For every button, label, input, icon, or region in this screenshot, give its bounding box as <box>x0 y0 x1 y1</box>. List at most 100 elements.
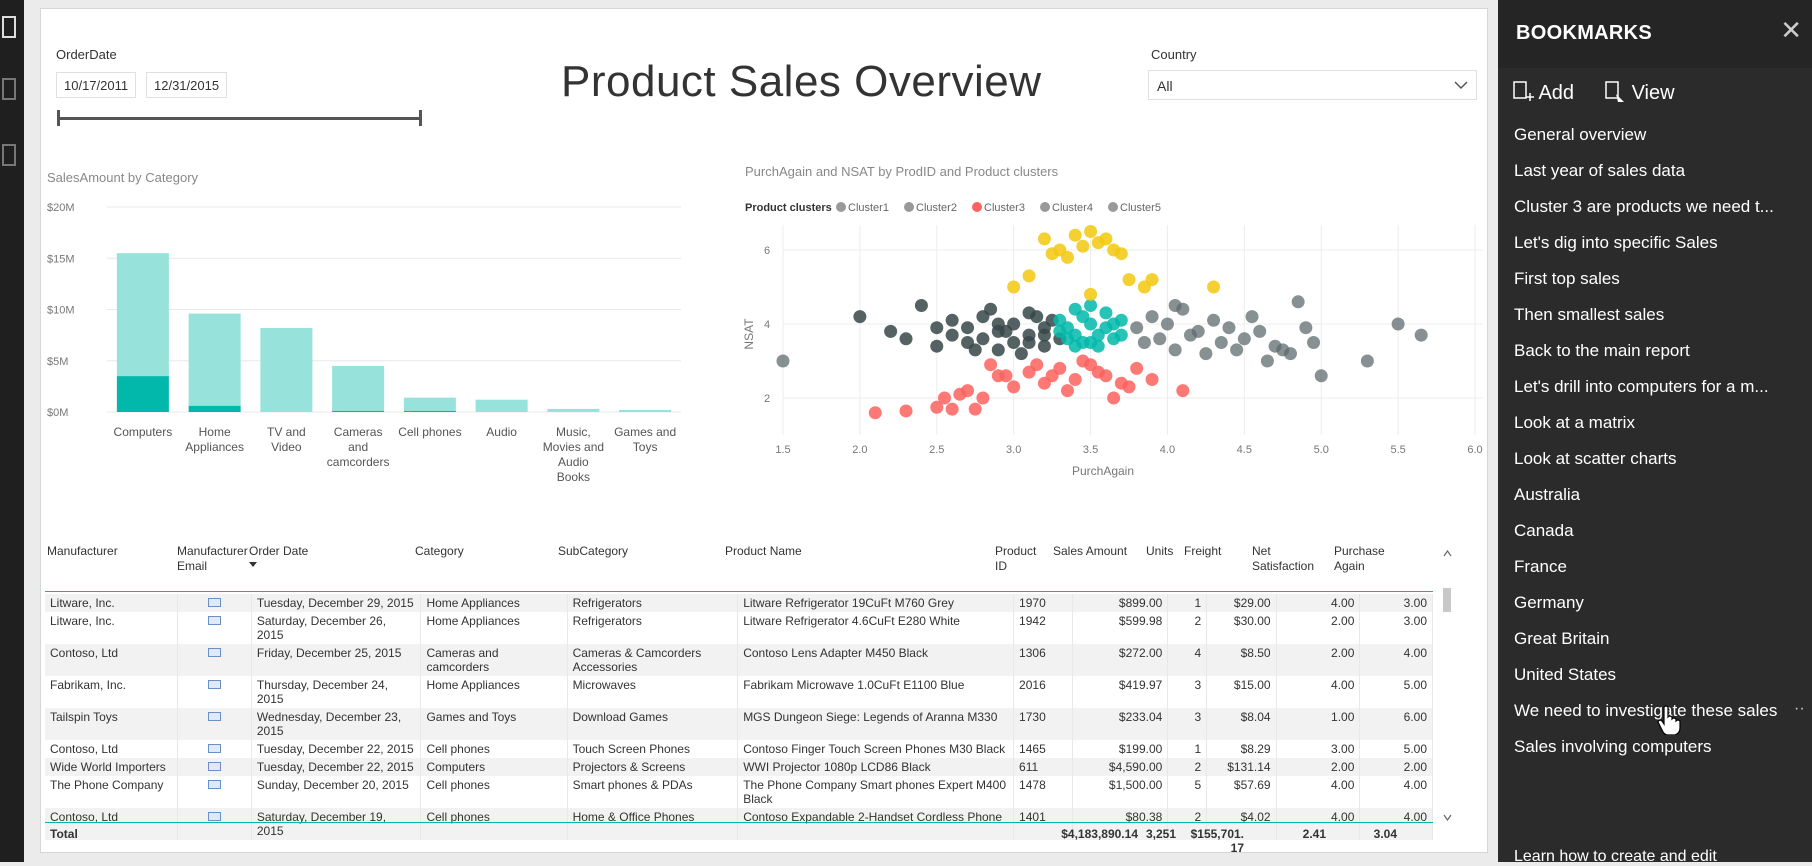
bookmark-item[interactable]: Canada <box>1514 521 1574 540</box>
scroll-thumb[interactable] <box>1443 588 1451 612</box>
bookmark-item[interactable]: Let's drill into computers for a m... <box>1514 377 1769 396</box>
bookmarks-panel-header: BOOKMARKS ✕ <box>1498 0 1812 68</box>
scatter-chart-title: PurchAgain and NSAT by ProdID and Produc… <box>745 164 1059 179</box>
bookmark-item[interactable]: Germany <box>1514 593 1584 612</box>
date-range-slider-track[interactable] <box>58 117 420 120</box>
scatter-point <box>1037 339 1051 353</box>
scatter-point <box>1060 384 1074 398</box>
bookmark-item[interactable]: Look at scatter charts <box>1514 449 1677 468</box>
bar-segment-dark <box>116 376 169 412</box>
cell-purchase-again: 4.00 <box>1359 776 1433 808</box>
cell-manufacturer: Contoso, Ltd <box>45 808 179 840</box>
table-row[interactable]: Litware, Inc. Tuesday, December 29, 2015 H… <box>45 594 1433 612</box>
sort-descending-icon[interactable] <box>249 562 257 567</box>
bookmark-item[interactable]: Cluster 3 are products we need t... <box>1514 197 1774 216</box>
scatter-xtick-label: 2.0 <box>852 444 867 456</box>
cell-category: Cameras and camcorders <box>420 644 568 676</box>
cell-purchase-again: 5.00 <box>1359 676 1433 708</box>
bookmark-item[interactable]: United States <box>1514 665 1617 684</box>
bookmarks-help-link[interactable]: Learn how to create and edit <box>1514 848 1717 865</box>
scroll-up-icon[interactable] <box>1443 550 1452 557</box>
report-canvas: OrderDate 10/17/2011 12/31/2015 Product … <box>40 8 1488 853</box>
table-row[interactable]: Litware, Inc. Saturday, December 26, 2015… <box>45 612 1433 644</box>
end-date-input[interactable]: 12/31/2015 <box>146 72 228 98</box>
scatter-point <box>1130 361 1144 375</box>
column-header[interactable]: Product ID <box>995 544 1049 574</box>
bookmark-item[interactable]: General overview <box>1514 125 1647 144</box>
table-scrollbar[interactable] <box>1439 544 1455 821</box>
table-row[interactable]: The Phone Company Sunday, December 20, 20… <box>45 776 1433 808</box>
column-header[interactable]: Net Satisfaction <box>1252 544 1330 574</box>
country-dropdown[interactable]: All <box>1148 70 1477 100</box>
mail-icon[interactable] <box>208 648 222 657</box>
bookmark-item[interactable]: Last year of sales data <box>1514 161 1686 180</box>
data-view-icon[interactable] <box>2 78 16 100</box>
cell-category: Home Appliances <box>420 594 568 612</box>
table-row[interactable]: Tailspin Toys Wednesday, December 23, 201… <box>45 708 1433 740</box>
table-row[interactable]: Contoso, Ltd Friday, December 25, 2015 Cam… <box>45 644 1433 676</box>
column-header-text: Freight <box>1184 544 1222 558</box>
bar-chart[interactable]: $0M $5M $10M $15M $20M Computers HomeAppliance… <box>41 189 721 539</box>
mail-icon[interactable] <box>208 598 222 607</box>
scatter-point <box>1276 343 1290 357</box>
scatter-point <box>1068 328 1082 342</box>
report-view-icon[interactable] <box>2 16 16 38</box>
table-row[interactable]: Fabrikam, Inc. Thursday, December 24, 201… <box>45 676 1433 708</box>
bookmark-item[interactable]: Great Britain <box>1514 629 1610 648</box>
bookmark-item[interactable]: Back to the main report <box>1514 341 1690 360</box>
mail-icon[interactable] <box>208 616 222 625</box>
column-header[interactable]: Units <box>1146 544 1180 559</box>
cell-freight: $15.00 <box>1206 676 1277 708</box>
table-row[interactable]: Contoso, Ltd Saturday, December 19, 2015 C… <box>45 808 1433 840</box>
column-header[interactable]: Product Name <box>725 544 991 559</box>
scroll-down-icon[interactable] <box>1443 814 1452 821</box>
table-row[interactable]: Contoso, Ltd Tuesday, December 22, 2015 Ce… <box>45 740 1433 758</box>
mail-icon[interactable] <box>208 712 222 721</box>
cell-category: Cell phones <box>420 740 568 758</box>
cell-units: 5 <box>1167 776 1208 808</box>
scatter-point <box>1237 332 1251 346</box>
close-icon[interactable]: ✕ <box>1780 15 1802 45</box>
mail-icon[interactable] <box>208 680 222 689</box>
bookmark-item[interactable]: First top sales <box>1514 269 1620 288</box>
column-header[interactable]: Category <box>415 544 554 559</box>
start-date-input[interactable]: 10/17/2011 <box>56 72 137 98</box>
mail-icon[interactable] <box>208 812 222 821</box>
scatter-point <box>1122 380 1136 394</box>
cell-product-name: Contoso Expandable 2-Handset Cordless Ph… <box>737 808 1015 840</box>
column-header[interactable]: SubCategory <box>558 544 721 559</box>
date-slider-end-handle[interactable] <box>419 110 422 126</box>
column-header[interactable]: Sales Amount <box>1053 544 1142 559</box>
bookmark-item[interactable]: Look at a matrix <box>1514 413 1635 432</box>
cell-order-date: Tuesday, December 29, 2015 <box>251 594 422 612</box>
column-header[interactable]: Manufacturer Email <box>177 544 248 574</box>
scatter-xtick-label: 4.0 <box>1160 444 1175 456</box>
date-slider-start-handle[interactable] <box>57 110 60 126</box>
add-bookmark-button[interactable]: Add <box>1512 80 1574 105</box>
add-bookmark-icon <box>1513 81 1534 101</box>
scatter-chart[interactable]: Product clusters Cluster1 Cluster2 Cluster3… <box>741 185 1486 515</box>
scatter-point <box>853 310 867 324</box>
cell-order-date: Tuesday, December 22, 2015 <box>251 758 422 776</box>
bookmark-item[interactable]: Sales involving computers <box>1514 737 1712 756</box>
scatter-point <box>1391 317 1405 331</box>
bookmark-item[interactable]: Then smallest sales <box>1514 305 1665 324</box>
bookmark-more-options-icon[interactable]: ·· <box>1794 700 1805 717</box>
bar-category-label: camcorders <box>327 455 390 469</box>
bookmark-item[interactable]: France <box>1514 557 1567 576</box>
bookmark-item[interactable]: Let's dig into specific Sales <box>1514 233 1718 252</box>
bar-segment-dark <box>332 410 385 412</box>
table-row[interactable]: Wide World Importers Tuesday, December 22… <box>45 758 1433 776</box>
scatter-point <box>1060 250 1074 264</box>
column-header[interactable]: Order Date <box>249 544 411 567</box>
mail-icon[interactable] <box>208 762 222 771</box>
view-bookmarks-button[interactable]: View <box>1604 80 1675 105</box>
bar-ytick-label: $10M <box>47 305 75 317</box>
mail-icon[interactable] <box>208 780 222 789</box>
mail-icon[interactable] <box>208 744 222 753</box>
model-view-icon[interactable] <box>2 144 16 166</box>
column-header[interactable]: Freight <box>1184 544 1248 559</box>
bookmark-item[interactable]: Australia <box>1514 485 1581 504</box>
column-header[interactable]: Purchase Again <box>1334 544 1401 574</box>
column-header[interactable]: Manufacturer <box>47 544 173 559</box>
